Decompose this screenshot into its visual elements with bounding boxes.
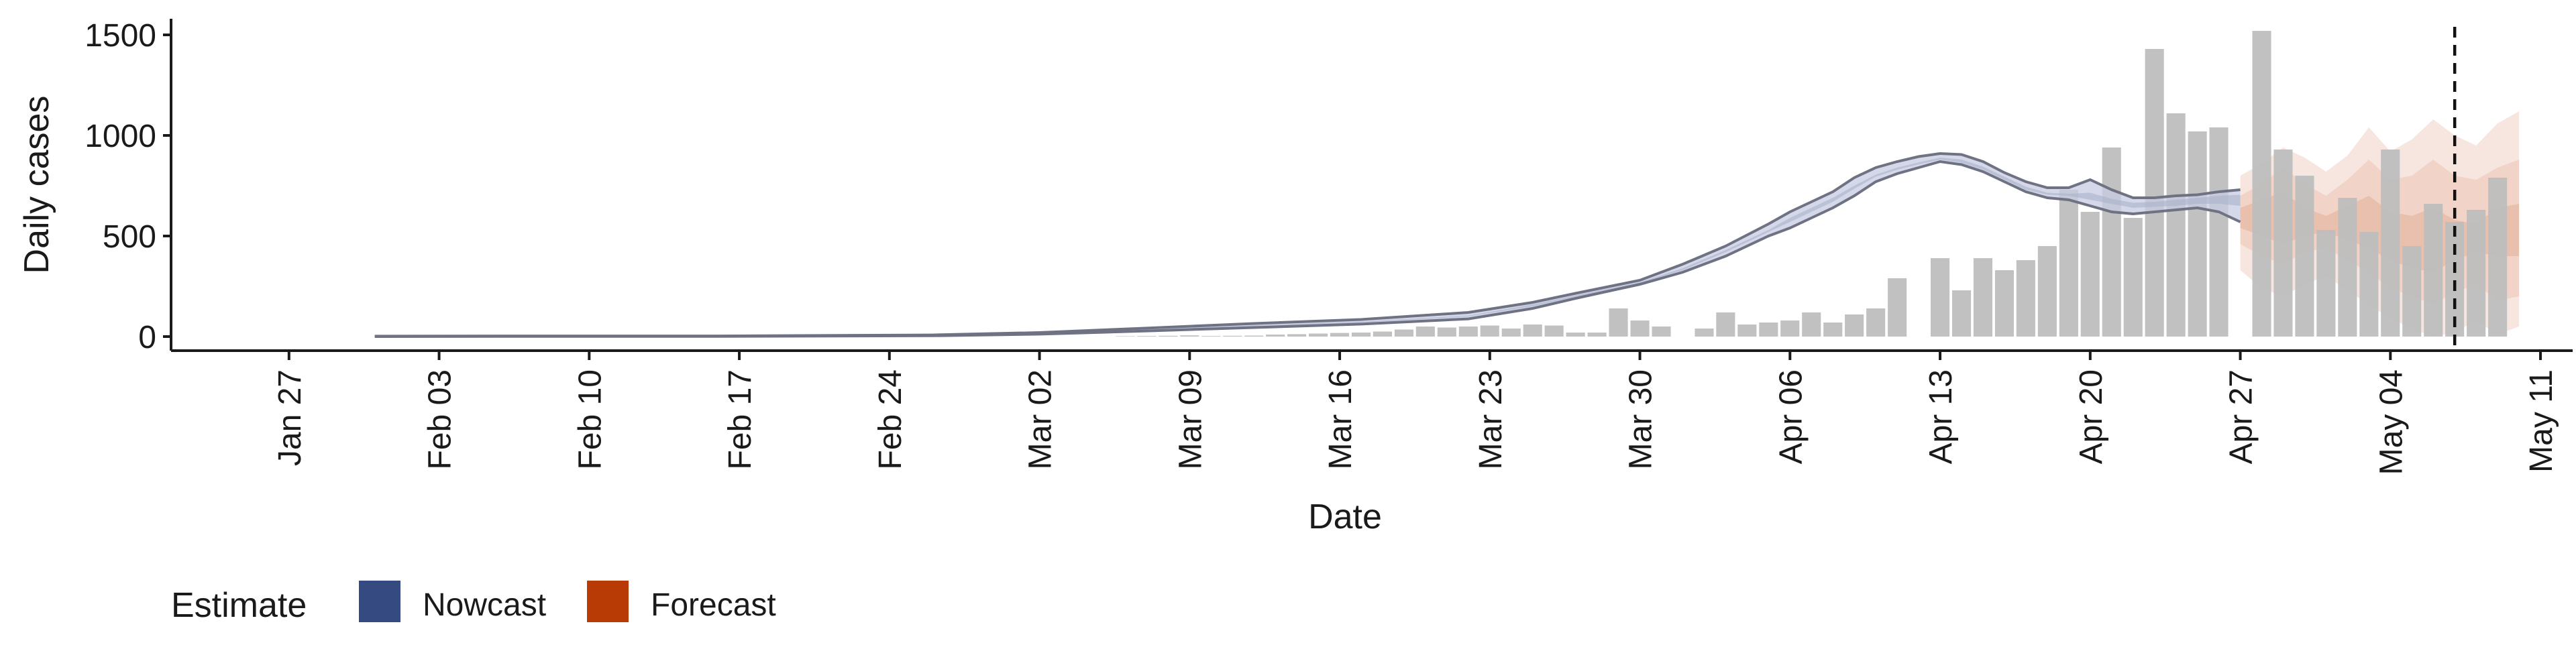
case-bar bbox=[2188, 131, 2207, 337]
case-bar bbox=[1266, 335, 1285, 337]
case-bar bbox=[1394, 329, 1413, 337]
case-bar bbox=[2488, 178, 2508, 337]
case-bar bbox=[1888, 278, 1907, 337]
case-bar bbox=[2080, 212, 2100, 337]
nowcast-lower-line bbox=[374, 160, 2241, 338]
case-bar bbox=[1759, 322, 1778, 337]
legend-swatch bbox=[587, 581, 629, 622]
case-bar bbox=[2338, 198, 2357, 337]
case-bar bbox=[1973, 258, 1992, 337]
nowcast-band-group bbox=[374, 152, 2241, 338]
legend-label: Nowcast bbox=[423, 587, 546, 623]
case-bar bbox=[1415, 327, 1435, 337]
y-tick-label: 1500 bbox=[85, 18, 156, 54]
legend-label: Forecast bbox=[651, 587, 776, 623]
x-tick-label: Feb 17 bbox=[722, 369, 758, 469]
case-bar bbox=[1201, 336, 1221, 337]
case-bar bbox=[2316, 230, 2336, 337]
x-tick-label: Jan 27 bbox=[272, 369, 308, 466]
case-bar bbox=[2102, 148, 2121, 337]
reported-cases-bars bbox=[1116, 31, 2508, 337]
case-bar bbox=[2273, 150, 2293, 337]
x-tick-label: Apr 27 bbox=[2224, 369, 2259, 464]
x-tick-label: Feb 24 bbox=[873, 369, 908, 469]
case-bar bbox=[2145, 49, 2164, 337]
case-bar bbox=[1566, 333, 1585, 337]
case-bar bbox=[1159, 335, 1178, 337]
case-bar bbox=[2467, 210, 2486, 337]
x-tick-label: Apr 13 bbox=[1923, 369, 1959, 464]
case-bar bbox=[1845, 314, 1864, 337]
case-bar bbox=[1609, 308, 1628, 337]
case-bar bbox=[1823, 322, 1843, 337]
case-bar bbox=[2252, 31, 2271, 337]
x-tick-label: Mar 02 bbox=[1023, 369, 1059, 469]
case-bar bbox=[1523, 325, 1542, 337]
case-bar bbox=[1652, 327, 1671, 337]
case-bar bbox=[2123, 218, 2143, 337]
case-bar bbox=[1373, 331, 1392, 337]
x-tick-label: Mar 09 bbox=[1173, 369, 1208, 469]
case-bar bbox=[1716, 312, 1735, 337]
x-tick-label: May 11 bbox=[2524, 369, 2559, 473]
case-bar bbox=[1116, 336, 1135, 337]
case-bar bbox=[1244, 335, 1264, 337]
case-bar bbox=[2359, 232, 2379, 337]
y-tick-label: 500 bbox=[103, 219, 156, 255]
case-bar bbox=[1137, 336, 1157, 337]
case-bar bbox=[1330, 333, 1350, 337]
legend-swatch bbox=[359, 581, 400, 622]
x-tick-label: Mar 23 bbox=[1473, 369, 1509, 469]
case-bar bbox=[1501, 329, 1521, 337]
case-bar bbox=[2166, 113, 2186, 337]
case-bar bbox=[1994, 270, 2014, 337]
case-bar bbox=[1180, 335, 1199, 337]
case-bar bbox=[1223, 335, 1242, 337]
legend-title: Estimate bbox=[171, 586, 307, 625]
case-bar bbox=[1737, 325, 1757, 337]
case-bar bbox=[2016, 260, 2035, 337]
legend: Estimate Nowcast Forecast bbox=[171, 581, 776, 625]
axes-group: 0 500 1000 1500 Jan 27 Feb 03 Feb 10 Feb 17 Feb … bbox=[85, 18, 2573, 475]
case-bar bbox=[2381, 150, 2400, 337]
case-bar bbox=[1802, 312, 1821, 337]
case-bar bbox=[2209, 127, 2229, 337]
case-bar bbox=[1352, 333, 1371, 337]
case-bar bbox=[1480, 325, 1499, 337]
x-tick-label: Mar 16 bbox=[1323, 369, 1358, 469]
case-bar bbox=[2402, 246, 2422, 337]
case-bar bbox=[1544, 325, 1564, 337]
case-bar bbox=[1695, 329, 1714, 337]
case-bar bbox=[1952, 290, 1972, 337]
case-bar bbox=[2295, 176, 2314, 337]
y-tick-label: 0 bbox=[138, 320, 156, 355]
case-bar bbox=[1437, 327, 1456, 337]
nowcast-upper-line bbox=[374, 152, 2241, 338]
case-bar bbox=[2424, 204, 2443, 337]
x-tick-label: Feb 03 bbox=[423, 369, 458, 469]
case-bar bbox=[1458, 327, 1478, 337]
x-tick-label: Apr 06 bbox=[1773, 369, 1809, 464]
case-bar bbox=[2059, 190, 2078, 337]
case-bar bbox=[2037, 246, 2057, 337]
y-tick-label: 1000 bbox=[85, 119, 156, 154]
x-tick-label: Mar 30 bbox=[1623, 369, 1659, 469]
case-bar bbox=[1309, 333, 1328, 337]
x-axis-title: Date bbox=[1308, 497, 1382, 536]
case-bar bbox=[1587, 333, 1607, 337]
case-bar bbox=[1630, 320, 1650, 337]
case-bar bbox=[1780, 320, 1800, 337]
x-tick-label: Feb 10 bbox=[572, 369, 608, 469]
case-bar bbox=[1287, 334, 1307, 337]
x-tick-label: May 04 bbox=[2373, 369, 2409, 475]
x-tick-label: Apr 20 bbox=[2074, 369, 2109, 464]
case-bar bbox=[1866, 308, 1886, 337]
case-bar bbox=[1931, 258, 1950, 337]
y-axis-title: Daily cases bbox=[17, 96, 56, 274]
